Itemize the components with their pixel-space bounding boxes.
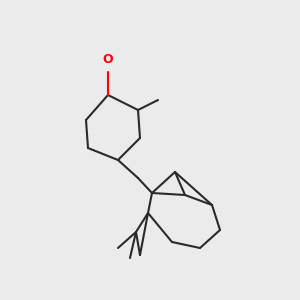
Text: O: O (103, 53, 113, 66)
